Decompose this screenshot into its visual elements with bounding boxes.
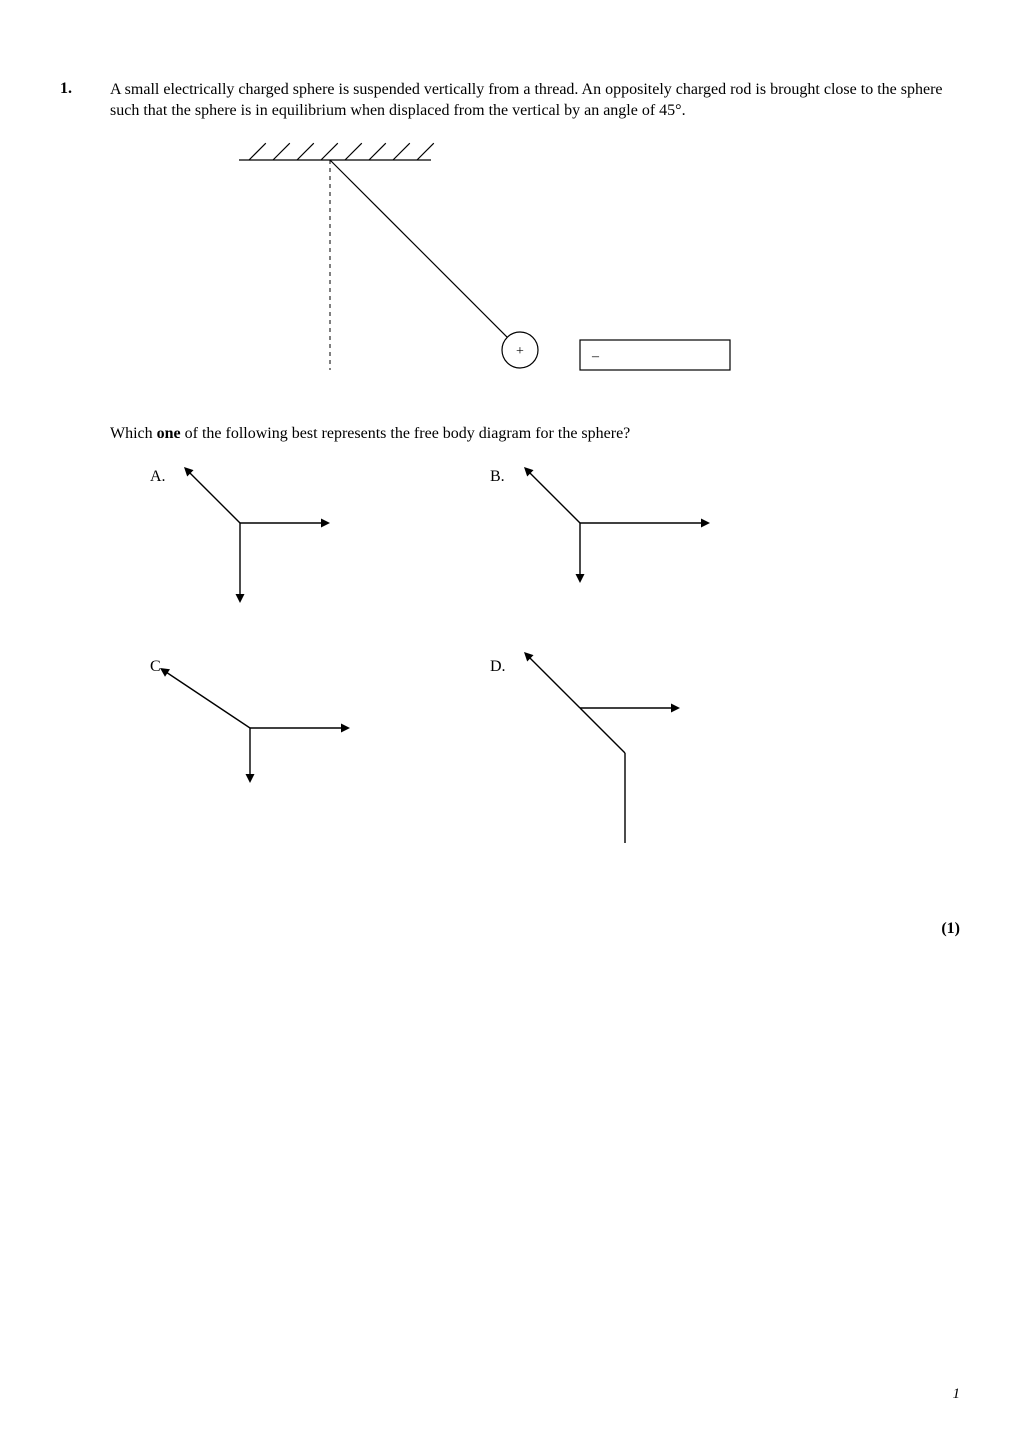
- options-svg: A. B. C. D.: [140, 463, 820, 843]
- prompt-bold: one: [157, 425, 181, 442]
- page-number: 1: [953, 1386, 961, 1403]
- main-diagram: +–: [170, 140, 960, 405]
- svg-text:–: –: [591, 349, 600, 364]
- prompt-pre: Which: [110, 425, 157, 442]
- main-diagram-svg: +–: [170, 140, 750, 400]
- question-body: A small electrically charged sphere is s…: [110, 80, 960, 848]
- svg-text:C.: C.: [150, 658, 165, 675]
- question-block: 1. A small electrically charged sphere i…: [60, 80, 960, 848]
- marks-label: (1): [941, 920, 960, 938]
- prompt-post: of the following best represents the fre…: [181, 425, 631, 442]
- question-number: 1.: [60, 80, 110, 98]
- question-prompt: Which one of the following best represen…: [110, 425, 960, 443]
- question-text: A small electrically charged sphere is s…: [110, 80, 960, 122]
- svg-text:D.: D.: [490, 658, 506, 675]
- svg-text:A.: A.: [150, 468, 166, 485]
- options-grid: A. B. C. D.: [140, 463, 960, 848]
- svg-text:B.: B.: [490, 468, 505, 485]
- svg-text:+: +: [516, 344, 524, 359]
